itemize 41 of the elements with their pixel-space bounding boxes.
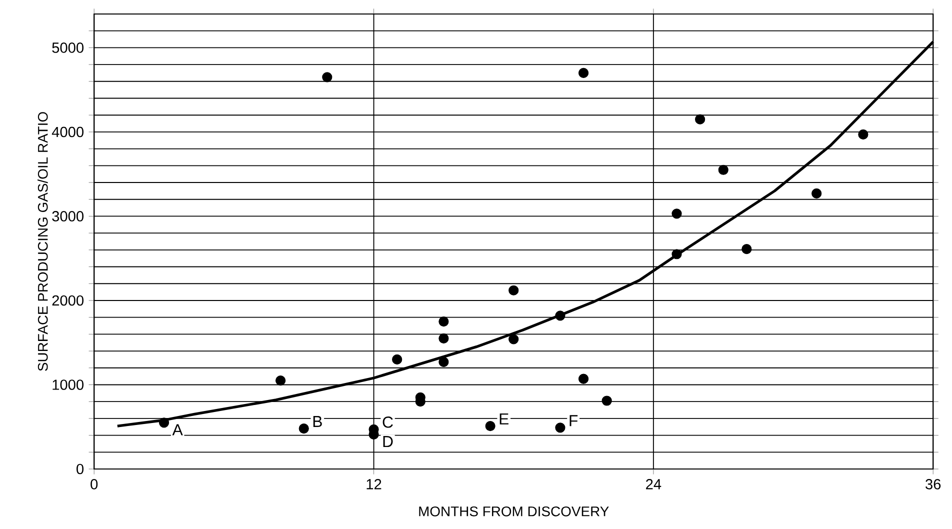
point bbox=[672, 249, 682, 260]
y-tick-label: 1000 bbox=[52, 380, 84, 390]
x-tick-label: 0 bbox=[90, 478, 98, 490]
point bbox=[392, 354, 402, 364]
point bbox=[508, 285, 519, 296]
x-tick-label: 24 bbox=[646, 478, 662, 490]
point bbox=[578, 374, 589, 384]
point bbox=[812, 188, 822, 198]
point bbox=[438, 356, 449, 367]
point bbox=[322, 72, 332, 82]
y-axis-title: SURFACE PRODUCING GAS/OIL RATIO bbox=[38, 112, 48, 371]
point bbox=[508, 334, 519, 344]
x-tick-label: 36 bbox=[926, 478, 941, 490]
annotation: A bbox=[172, 424, 183, 436]
y-tick-label: 5000 bbox=[52, 42, 84, 53]
y-tick-label: 4000 bbox=[52, 126, 84, 138]
point bbox=[672, 208, 682, 219]
point bbox=[438, 316, 449, 327]
point bbox=[438, 333, 449, 344]
point bbox=[602, 396, 612, 406]
x-axis-title: MONTHS FROM DISCOVERY bbox=[419, 506, 609, 516]
point bbox=[578, 68, 589, 78]
point bbox=[555, 310, 566, 321]
y-tick-label: 0 bbox=[76, 464, 84, 474]
point bbox=[555, 422, 566, 433]
y-tick-label: 2000 bbox=[52, 295, 84, 306]
annotation: D bbox=[383, 436, 393, 447]
annotation: B bbox=[313, 416, 322, 427]
y-tick-label: 3000 bbox=[52, 211, 84, 222]
point bbox=[485, 420, 496, 432]
point bbox=[718, 164, 728, 175]
point bbox=[276, 375, 286, 386]
annotation: C bbox=[382, 416, 393, 428]
annotation: F bbox=[570, 415, 578, 426]
point bbox=[858, 129, 868, 140]
point bbox=[695, 114, 706, 124]
point bbox=[158, 418, 170, 428]
x-tick-label: 12 bbox=[366, 478, 382, 490]
point bbox=[742, 244, 752, 254]
annotation: E bbox=[500, 413, 508, 424]
point bbox=[298, 423, 309, 434]
